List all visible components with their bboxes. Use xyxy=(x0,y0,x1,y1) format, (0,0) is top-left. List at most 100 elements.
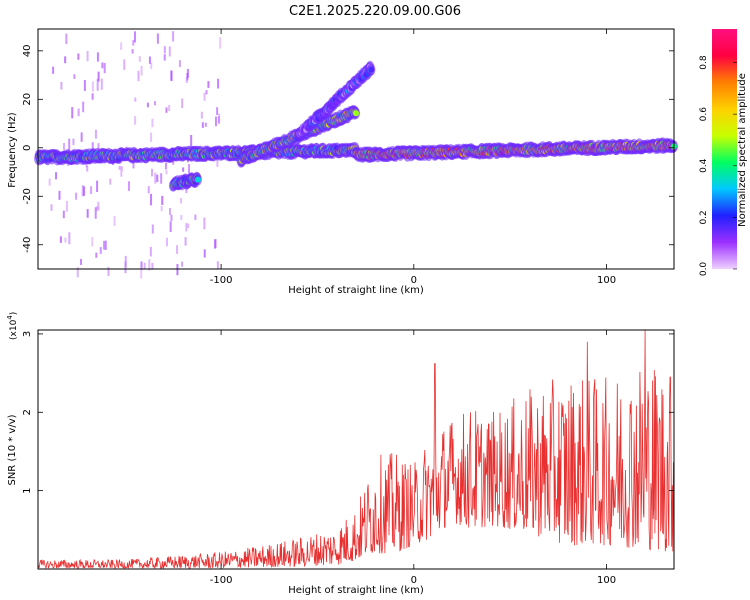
spectrogram-cell xyxy=(101,62,104,69)
spectrogram-cell xyxy=(201,122,204,128)
colorbar-gradient xyxy=(712,29,737,269)
snr-y-scale-prefix: (x10 xyxy=(9,319,19,340)
spectrogram-cell xyxy=(59,236,62,243)
spectrogram-x-label: Height of straight line (km) xyxy=(288,285,424,296)
spectrogram-cell xyxy=(133,31,136,43)
y-tick-label: 1 xyxy=(22,487,33,493)
snr-y-ticks: 1 2 3 xyxy=(22,331,674,494)
spectrogram-cell xyxy=(48,178,51,186)
spectrogram-cell xyxy=(118,165,121,170)
spectrogram-cell xyxy=(160,205,163,212)
spectrogram-cell xyxy=(55,172,58,180)
x-tick-label: 0 xyxy=(411,275,417,286)
y-tick-label: 0 xyxy=(22,145,33,151)
spectrogram-cell xyxy=(99,247,102,254)
spectrogram-cell xyxy=(147,186,150,194)
spectrogram-cell xyxy=(96,52,99,62)
spectrogram-cell xyxy=(172,31,175,42)
spectrogram-cell xyxy=(97,201,100,210)
y-tick-label: -20 xyxy=(22,188,33,204)
spectrogram-cell xyxy=(214,239,217,249)
spectrogram-cell xyxy=(186,68,189,78)
spectrogram-cell xyxy=(168,104,171,112)
spectrogram-cell xyxy=(168,46,171,57)
spectrogram-cell xyxy=(65,33,68,45)
spectrogram-cell xyxy=(96,180,99,192)
spectrogram-cell xyxy=(170,70,173,82)
spectrogram-cell xyxy=(163,54,166,61)
spectrogram-cell xyxy=(217,78,220,89)
spectrogram-cell xyxy=(169,221,172,232)
spectrogram-cell xyxy=(188,164,191,174)
spectrogram-cell xyxy=(103,63,106,74)
spectrogram-cell xyxy=(353,110,359,117)
spectrogram-cell xyxy=(64,56,67,64)
snr-y-scale-exponent: 4 xyxy=(6,315,14,320)
spectrogram-cell xyxy=(146,102,149,108)
spectrogram-cell xyxy=(97,71,100,82)
snr-y-scale: (x104) xyxy=(6,312,19,340)
spectrogram-cell xyxy=(200,111,203,119)
snr-x-label: Height of straight line (km) xyxy=(288,585,424,596)
spectrogram-cell xyxy=(216,107,219,115)
spectrogram-cell xyxy=(96,78,99,91)
spectrogram-cell xyxy=(94,207,97,219)
spectrogram-cell xyxy=(91,142,94,152)
spectrogram-cell xyxy=(181,98,184,109)
spectrogram-cell xyxy=(368,66,375,73)
snr-y-label: SNR (10 * v/v) xyxy=(7,414,18,485)
spectrogram-cell xyxy=(76,267,79,278)
spectrogram-cell xyxy=(161,195,164,205)
spectrogram-cell xyxy=(165,170,168,175)
colorbar-tick-label: 0.8 xyxy=(699,55,709,70)
spectrogram-cell xyxy=(151,168,154,177)
colorbar-tick-label: 0.6 xyxy=(699,107,709,122)
spectrogram-cell xyxy=(123,59,126,70)
snr-frame xyxy=(37,329,675,570)
spectrogram-cell xyxy=(165,107,168,113)
spectrogram-cell xyxy=(103,240,106,250)
spectrogram-cell xyxy=(140,261,143,270)
spectrogram-cell xyxy=(81,185,84,197)
spectrogram-cell xyxy=(104,240,107,251)
spectrogram-cell xyxy=(151,224,154,234)
spectrogram-cell xyxy=(194,214,197,221)
x-tick-label: 100 xyxy=(597,275,616,286)
spectrogram-cell xyxy=(137,70,140,82)
spectrogram-cell xyxy=(75,192,78,200)
spectrogram-cell xyxy=(203,249,206,258)
spectrogram-cell xyxy=(90,186,93,195)
spectrogram-cell xyxy=(77,108,80,117)
spectrogram-cell xyxy=(143,262,146,270)
spectrogram-marks xyxy=(34,31,678,279)
y-tick-label: 3 xyxy=(22,331,33,337)
spectrogram-cell xyxy=(170,214,173,221)
spectrogram-cell xyxy=(91,81,94,92)
spectrogram-cell xyxy=(185,222,188,232)
spectrogram-cell xyxy=(184,237,187,246)
spectrogram-cell xyxy=(86,165,89,172)
spectrogram-cell xyxy=(214,116,217,127)
spectrogram-cell xyxy=(80,132,83,142)
spectrogram-cell xyxy=(132,39,135,46)
spectrogram-cell xyxy=(86,209,89,218)
spectrogram-cell xyxy=(207,81,210,88)
spectrogram-cell xyxy=(150,193,153,206)
spectrogram-cell xyxy=(132,160,135,169)
spectrogram-cell xyxy=(149,246,152,257)
spectrogram-cell xyxy=(83,186,86,196)
spectrogram-cell xyxy=(109,178,112,185)
spectrogram-cell xyxy=(73,74,76,79)
spectrogram-cell xyxy=(176,245,179,254)
spectrogram-cell xyxy=(52,66,55,74)
spectrogram-cell xyxy=(178,60,181,68)
spectrogram-cell xyxy=(68,232,71,245)
spectrogram-cell xyxy=(216,156,219,167)
spectrogram-cell xyxy=(203,92,206,101)
spectrogram-cell xyxy=(180,214,183,221)
y-tick-label: 20 xyxy=(22,93,33,106)
spectrogram-frame xyxy=(37,28,675,270)
spectrogram-cell xyxy=(124,261,127,274)
spectrogram-cell xyxy=(190,134,193,147)
